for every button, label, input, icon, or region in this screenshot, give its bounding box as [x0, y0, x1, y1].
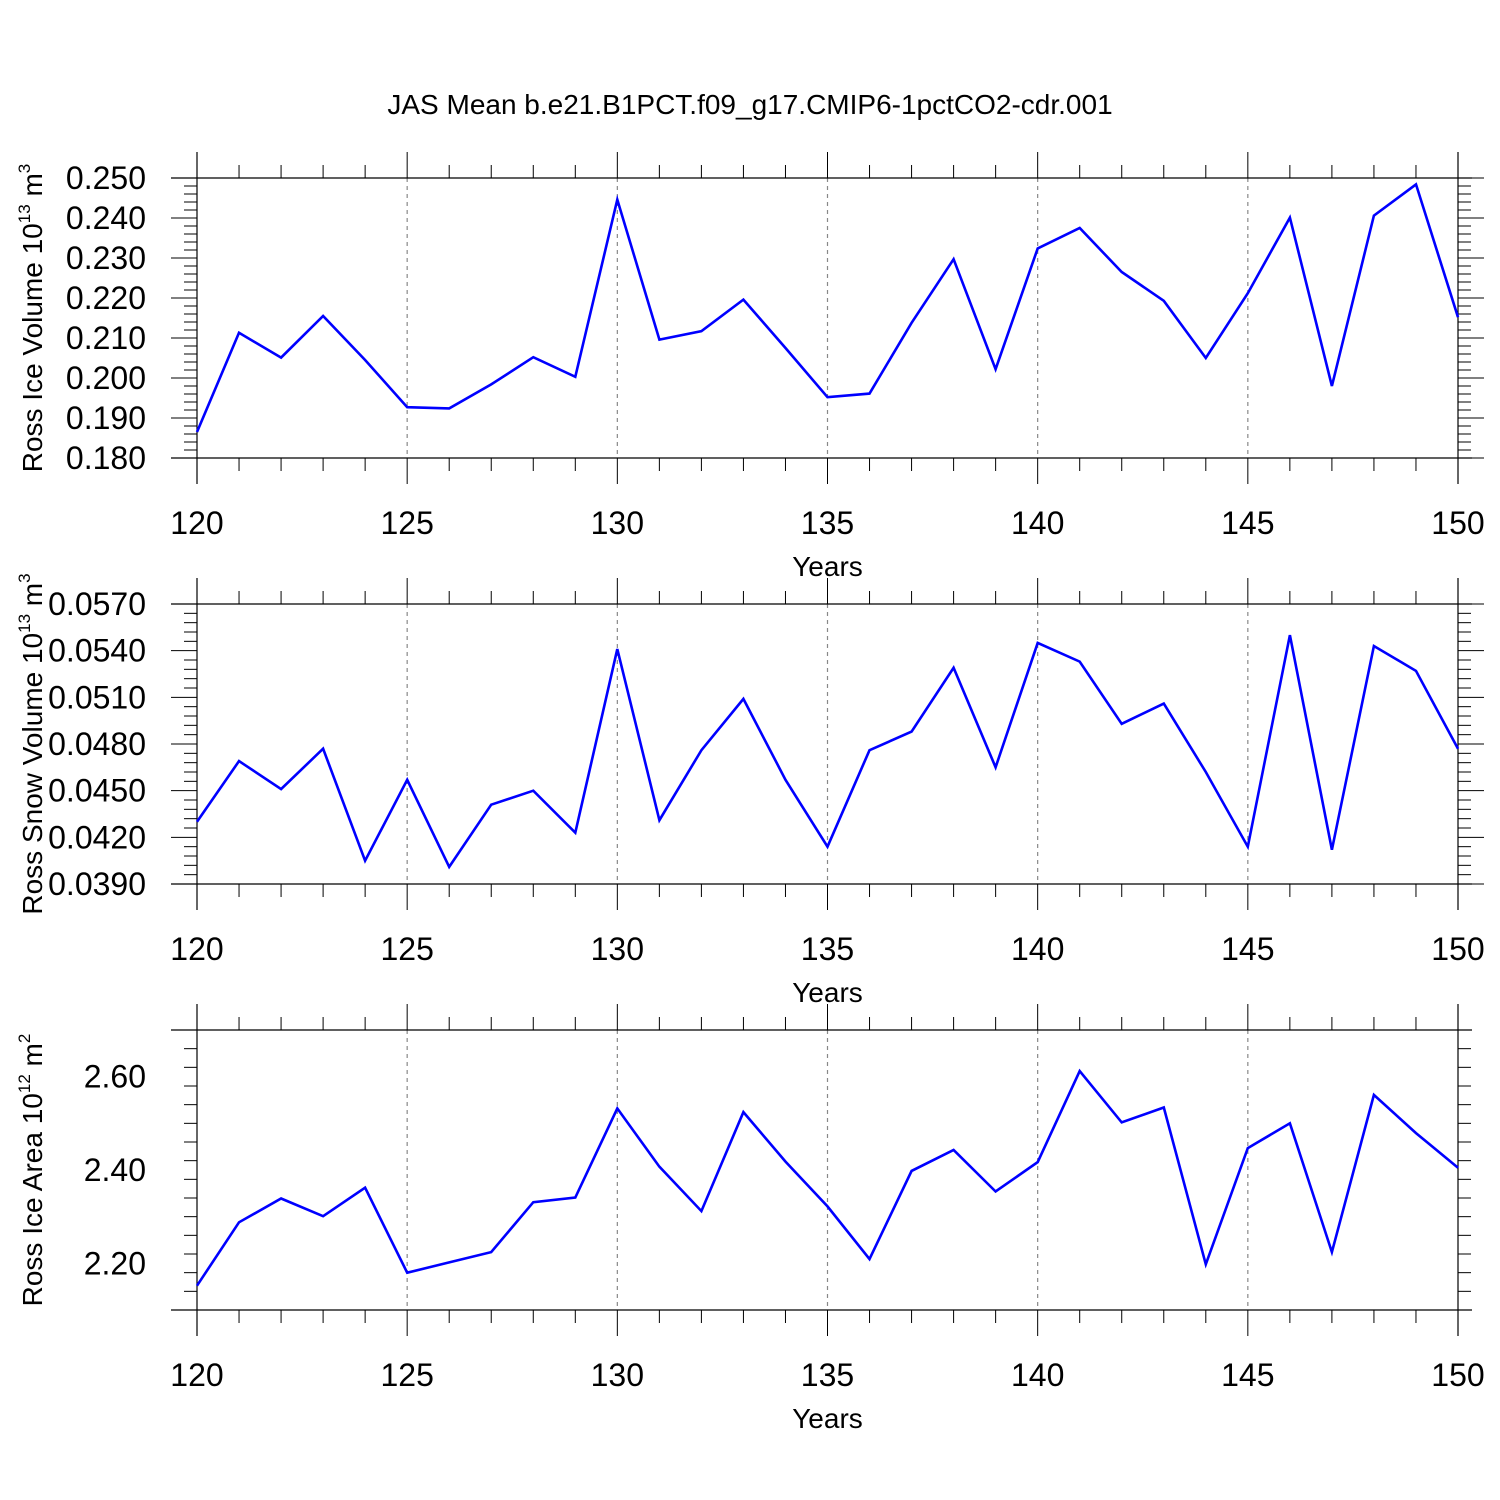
panel-2: 120 125 130 135 140 145 150 0.0390 0.0420 0.0450 0… [15, 573, 1485, 1008]
y-tick-label: 0.190 [66, 400, 146, 436]
y-tick-label: 0.210 [66, 320, 146, 356]
x-tick-label: 130 [591, 1357, 644, 1393]
y-tick-label: 0.0450 [48, 773, 146, 809]
series-line [195, 182, 1460, 433]
chart-title: JAS Mean b.e21.B1PCT.f09_g17.CMIP6-1pctC… [387, 89, 1112, 120]
x-tick-label: 130 [591, 505, 644, 541]
y-tick-label: 0.180 [66, 440, 146, 476]
x-tick-label: 120 [170, 1357, 223, 1393]
y-tick-label: 2.40 [84, 1152, 146, 1188]
x-tick-label: 125 [380, 1357, 433, 1393]
series-line [195, 1068, 1459, 1287]
x-tick-label: 150 [1431, 931, 1484, 967]
x-tick-label: 150 [1431, 1357, 1484, 1393]
series-line [195, 634, 1460, 870]
x-tick-label: 125 [380, 931, 433, 967]
y-axis-label: Ross Snow Volume 1013 m3 [15, 573, 48, 914]
x-tick-label: 140 [1011, 1357, 1064, 1393]
y-tick-label: 0.250 [66, 160, 146, 196]
y-axis-label: Ross Ice Volume 1013 m3 [15, 164, 48, 473]
x-axis-label: Years [792, 1403, 863, 1434]
x-tick-label: 145 [1221, 505, 1274, 541]
x-tick-label: 125 [380, 505, 433, 541]
y-tick-label: 0.0390 [48, 866, 146, 902]
panel-3: 120 125 130 135 140 145 150 2.20 2.40 2.60 Years Ro… [15, 1004, 1485, 1434]
x-tick-label: 140 [1011, 505, 1064, 541]
x-tick-label: 130 [591, 931, 644, 967]
y-tick-label: 0.0570 [48, 586, 146, 622]
y-tick-label: 0.0540 [48, 633, 146, 669]
x-tick-label: 120 [170, 931, 223, 967]
x-tick-label: 145 [1221, 931, 1274, 967]
y-tick-label: 0.200 [66, 360, 146, 396]
panel-1: 120 125 130 135 140 145 150 0.180 0.190 0.200 0.21… [15, 152, 1485, 582]
x-tick-label: 140 [1011, 931, 1064, 967]
y-tick-label: 0.0420 [48, 819, 146, 855]
x-tick-label: 145 [1221, 1357, 1274, 1393]
x-axis-label: Years [792, 551, 863, 582]
x-axis-label: Years [792, 977, 863, 1008]
y-tick-label: 0.220 [66, 280, 146, 316]
x-tick-label: 120 [170, 505, 223, 541]
y-tick-label: 0.240 [66, 200, 146, 236]
y-axis-label: Ross Ice Area 1012 m2 [15, 1034, 48, 1307]
y-tick-label: 2.60 [84, 1059, 146, 1095]
x-tick-label: 135 [801, 1357, 854, 1393]
y-tick-label: 2.20 [84, 1245, 146, 1281]
y-tick-label: 0.230 [66, 240, 146, 276]
x-tick-label: 135 [801, 505, 854, 541]
x-tick-label: 135 [801, 931, 854, 967]
y-tick-label: 0.0510 [48, 679, 146, 715]
y-tick-label: 0.0480 [48, 726, 146, 762]
x-tick-label: 150 [1431, 505, 1484, 541]
panels: 120 125 130 135 140 145 150 0.180 0.190 0.200 0.21… [15, 152, 1485, 1434]
